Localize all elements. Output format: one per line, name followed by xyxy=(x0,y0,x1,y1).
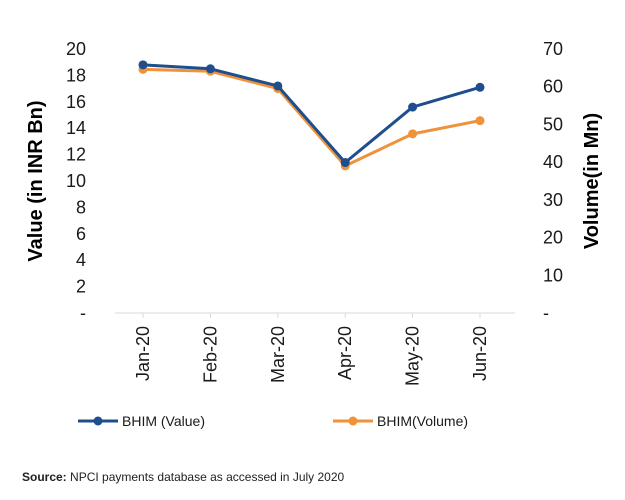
data-point xyxy=(408,129,418,139)
left-axis-ticks: - 2 4 6 8 10 12 14 16 18 20 xyxy=(66,39,86,323)
source-text: NPCI payments database as accessed in Ju… xyxy=(70,470,345,484)
left-tick-label: 18 xyxy=(66,65,86,85)
left-tick-label: 10 xyxy=(66,171,86,191)
data-point xyxy=(475,116,485,126)
series-value xyxy=(138,60,485,168)
left-tick-label: 12 xyxy=(66,145,86,165)
data-point xyxy=(408,102,418,112)
x-tick-label: Mar-20 xyxy=(268,326,288,383)
data-point xyxy=(340,158,350,168)
x-tick-label: Apr-20 xyxy=(335,326,355,380)
data-point xyxy=(475,82,485,92)
legend-item: BHIM (Value) xyxy=(78,413,205,429)
legend-item: BHIM(Volume) xyxy=(333,413,468,429)
right-tick-label: - xyxy=(543,303,549,323)
left-axis-title: Value (in INR Bn) xyxy=(25,100,47,261)
series-layer xyxy=(138,60,485,171)
x-tick-label: Jun-20 xyxy=(470,326,490,381)
left-tick-label: 20 xyxy=(66,39,86,59)
left-tick-label: 16 xyxy=(66,92,86,112)
left-tick-label: - xyxy=(80,303,86,323)
right-tick-label: 40 xyxy=(543,152,563,172)
data-point xyxy=(138,60,148,70)
series-line xyxy=(142,67,481,168)
x-tick-label: Feb-20 xyxy=(200,326,220,383)
right-tick-label: 50 xyxy=(543,114,563,134)
legend: BHIM (Value) BHIM(Volume) xyxy=(78,413,468,429)
legend-label: BHIM (Value) xyxy=(122,413,205,429)
source-note: Source: NPCI payments database as access… xyxy=(22,470,344,484)
data-point xyxy=(205,64,215,74)
legend-label: BHIM(Volume) xyxy=(377,413,468,429)
x-tick-label: May-20 xyxy=(403,326,423,386)
right-tick-label: 10 xyxy=(543,265,563,285)
right-tick-label: 60 xyxy=(543,77,563,97)
series-volume xyxy=(138,64,485,171)
left-tick-label: 6 xyxy=(76,224,86,244)
data-point xyxy=(273,81,283,91)
x-axis-ticks: Jan-20 Feb-20 Mar-20 Apr-20 May-20 Jun-20 xyxy=(133,313,490,386)
right-tick-label: 30 xyxy=(543,190,563,210)
right-axis-ticks: - 10 20 30 40 50 60 70 xyxy=(543,39,563,323)
left-tick-label: 2 xyxy=(76,277,86,297)
right-tick-label: 70 xyxy=(543,39,563,59)
line-chart: Value (in INR Bn) Volume(in Mn) - 2 4 6 8 10 1… xyxy=(25,39,603,429)
x-tick-label: Jan-20 xyxy=(133,326,153,381)
left-tick-label: 4 xyxy=(76,250,86,270)
right-axis-title: Volume(in Mn) xyxy=(581,113,603,249)
legend-marker xyxy=(348,416,358,426)
right-tick-label: 20 xyxy=(543,228,563,248)
left-tick-label: 14 xyxy=(66,118,86,138)
series-line xyxy=(142,63,481,165)
source-label: Source: xyxy=(22,470,67,484)
legend-marker xyxy=(93,416,103,426)
left-tick-label: 8 xyxy=(76,197,86,217)
